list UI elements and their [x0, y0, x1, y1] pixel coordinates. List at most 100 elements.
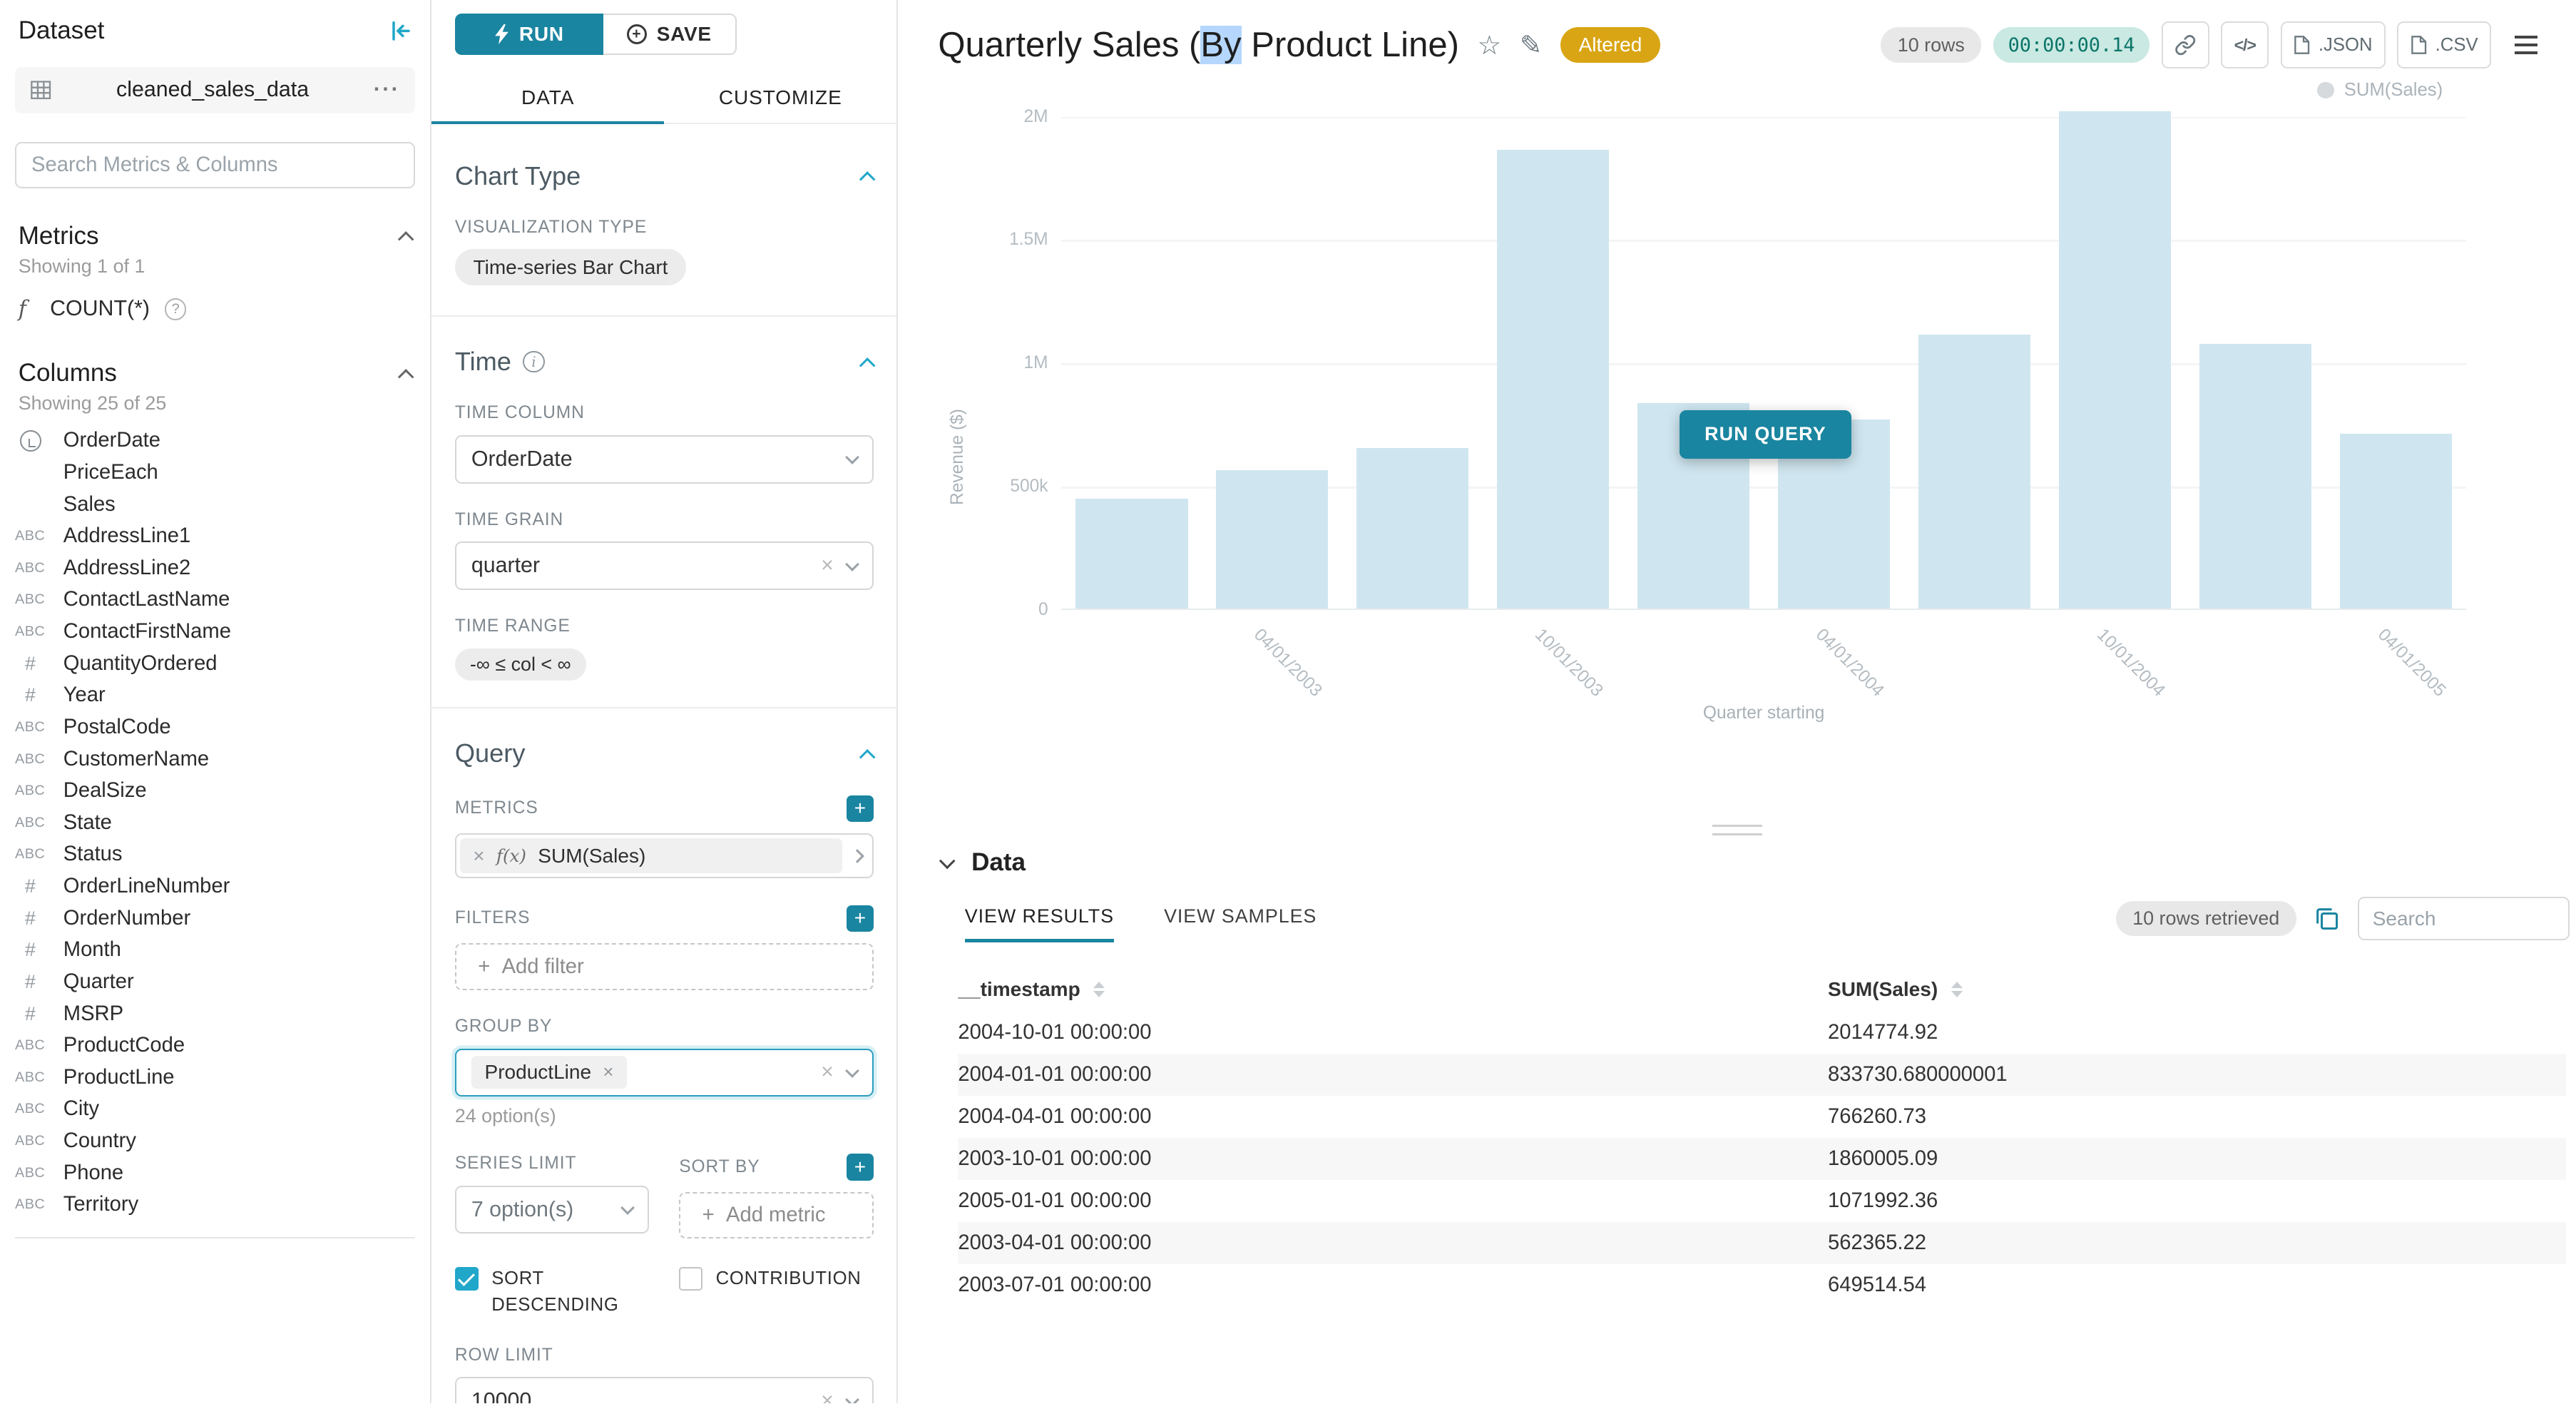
time-range-value[interactable]: -∞ ≤ col < ∞: [454, 648, 586, 681]
table-row[interactable]: 2004-04-01 00:00:00 766260.73: [958, 1096, 2566, 1138]
metrics-columns-search-input[interactable]: [15, 141, 416, 189]
tab-view-results[interactable]: VIEW RESULTS: [964, 905, 1114, 943]
series-limit-select[interactable]: 7 option(s): [454, 1185, 650, 1234]
column-list-item[interactable]: Month: [15, 934, 415, 966]
column-list-item[interactable]: AddressLine2: [15, 552, 415, 584]
bar: [1356, 448, 1469, 609]
chevron-up-icon[interactable]: [859, 171, 876, 188]
results-search-input[interactable]: [2358, 897, 2570, 940]
time-grain-select[interactable]: quarter ×: [454, 541, 874, 590]
copy-icon[interactable]: [2314, 906, 2339, 931]
panel-resize-handle[interactable]: [1712, 825, 1762, 835]
metric-chip[interactable]: × f(x) SUM(Sales): [459, 838, 842, 874]
column-list-item[interactable]: CustomerName: [15, 743, 415, 775]
column-list-item[interactable]: PriceEach: [15, 457, 415, 489]
chart-title[interactable]: Quarterly Sales (By Product Line): [938, 26, 1459, 65]
tab-view-samples[interactable]: VIEW SAMPLES: [1164, 905, 1317, 927]
column-list-item[interactable]: PostalCode: [15, 711, 415, 743]
column-list-item[interactable]: Year: [15, 679, 415, 711]
clear-icon[interactable]: ×: [821, 1388, 834, 1404]
run-button[interactable]: RUN: [454, 13, 603, 56]
row-limit-select[interactable]: 10000 ×: [454, 1377, 874, 1404]
save-button[interactable]: + SAVE: [603, 13, 737, 56]
sort-icon[interactable]: [1951, 981, 1963, 998]
viz-type-value[interactable]: Time-series Bar Chart: [454, 249, 687, 285]
edit-pencil-icon[interactable]: ✎: [1519, 30, 1543, 61]
column-list-item[interactable]: ContactFirstName: [15, 616, 415, 648]
export-json-button[interactable]: .JSON: [2280, 21, 2386, 68]
column-type-icon: [15, 1069, 63, 1086]
help-icon[interactable]: ?: [165, 298, 187, 320]
table-row[interactable]: 2004-10-01 00:00:00 2014774.92: [958, 1012, 2566, 1054]
column-header-timestamp[interactable]: __timestamp: [958, 977, 1080, 1000]
column-header-sum-sales[interactable]: SUM(Sales): [1828, 977, 1938, 1000]
sort-descending-checkbox[interactable]: SORT DESCENDING: [454, 1266, 649, 1319]
chevron-up-icon[interactable]: [859, 748, 876, 765]
table-row[interactable]: 2003-04-01 00:00:00 562365.22: [958, 1221, 2567, 1264]
table-row[interactable]: 2003-10-01 00:00:00 1860005.09: [958, 1138, 2567, 1180]
dataset-more-menu[interactable]: ···: [373, 78, 401, 102]
column-list-item[interactable]: Country: [15, 1125, 415, 1157]
column-list-item[interactable]: OrderDate: [15, 424, 415, 457]
column-list-item[interactable]: DealSize: [15, 775, 415, 807]
share-link-button[interactable]: [2161, 21, 2209, 68]
table-row[interactable]: 2004-01-01 00:00:00 833730.680000001: [958, 1054, 2567, 1097]
dataset-selector[interactable]: cleaned_sales_data ···: [15, 66, 416, 114]
tab-data[interactable]: DATA: [431, 71, 664, 124]
add-sort-metric-dropzone[interactable]: + Add metric: [679, 1192, 874, 1239]
table-row[interactable]: 2003-07-01 00:00:00 649514.54: [958, 1264, 2566, 1306]
column-list-item[interactable]: AddressLine1: [15, 520, 415, 552]
embed-code-button[interactable]: </>: [2221, 21, 2269, 68]
checkbox-unchecked-icon[interactable]: [679, 1267, 702, 1291]
metrics-section-header[interactable]: Metrics: [15, 222, 415, 250]
clear-icon[interactable]: ×: [821, 1060, 834, 1084]
column-list-item[interactable]: Status: [15, 839, 415, 871]
metric-list-item[interactable]: f COUNT(*) ?: [19, 292, 412, 326]
sort-icon[interactable]: [1093, 981, 1105, 998]
group-by-select[interactable]: ProductLine × ×: [454, 1048, 874, 1097]
run-query-button[interactable]: RUN QUERY: [1680, 410, 1851, 459]
metrics-control[interactable]: × f(x) SUM(Sales): [454, 833, 874, 879]
columns-section-header[interactable]: Columns: [15, 359, 415, 387]
altered-badge[interactable]: Altered: [1560, 26, 1661, 63]
export-csv-button[interactable]: .CSV: [2397, 21, 2491, 68]
chevron-down-icon[interactable]: [939, 853, 956, 870]
table-row[interactable]: 2005-01-01 00:00:00 1071992.36: [958, 1180, 2566, 1222]
add-filter-button[interactable]: +: [847, 905, 874, 932]
column-list-item[interactable]: OrderNumber: [15, 902, 415, 935]
column-list-item[interactable]: QuantityOrdered: [15, 648, 415, 680]
column-list-item[interactable]: Sales: [15, 489, 415, 521]
column-list-item[interactable]: City: [15, 1094, 415, 1126]
add-sort-metric-button[interactable]: +: [847, 1154, 874, 1181]
column-list-item[interactable]: ProductLine: [15, 1062, 415, 1094]
column-list-item[interactable]: MSRP: [15, 998, 415, 1030]
column-list-item[interactable]: State: [15, 807, 415, 839]
chevron-up-icon[interactable]: [397, 368, 414, 385]
column-list-item[interactable]: Territory: [15, 1189, 415, 1221]
time-column-select[interactable]: OrderDate: [454, 434, 874, 484]
column-type-icon: [15, 1133, 63, 1149]
add-filter-dropzone[interactable]: + Add filter: [454, 943, 874, 990]
column-list-item[interactable]: ProductCode: [15, 1029, 415, 1062]
group-by-chip[interactable]: ProductLine ×: [471, 1056, 628, 1089]
column-list-item[interactable]: Phone: [15, 1157, 415, 1189]
column-type-icon: [15, 624, 63, 640]
star-icon[interactable]: ☆: [1477, 30, 1502, 61]
column-list-item[interactable]: Quarter: [15, 966, 415, 998]
checkbox-checked-icon[interactable]: [454, 1267, 479, 1291]
column-list-item[interactable]: ContactLastName: [15, 584, 415, 616]
remove-icon[interactable]: ×: [473, 844, 485, 867]
column-list-item[interactable]: OrderLineNumber: [15, 870, 415, 902]
collapse-panel-icon[interactable]: [389, 19, 412, 43]
chevron-up-icon[interactable]: [397, 231, 414, 248]
tab-customize[interactable]: CUSTOMIZE: [718, 86, 842, 109]
chevron-up-icon[interactable]: [859, 357, 876, 374]
add-metric-button[interactable]: +: [847, 795, 874, 822]
remove-icon[interactable]: ×: [603, 1062, 614, 1082]
clear-icon[interactable]: ×: [821, 554, 834, 578]
info-icon[interactable]: i: [523, 350, 545, 373]
controls-scroll-area[interactable]: Chart Type VISUALIZATION TYPE Time-serie…: [431, 124, 897, 1404]
contribution-checkbox[interactable]: CONTRIBUTION: [679, 1266, 873, 1319]
chart-legend[interactable]: SUM(Sales): [2317, 80, 2443, 101]
menu-icon[interactable]: [2503, 21, 2550, 68]
